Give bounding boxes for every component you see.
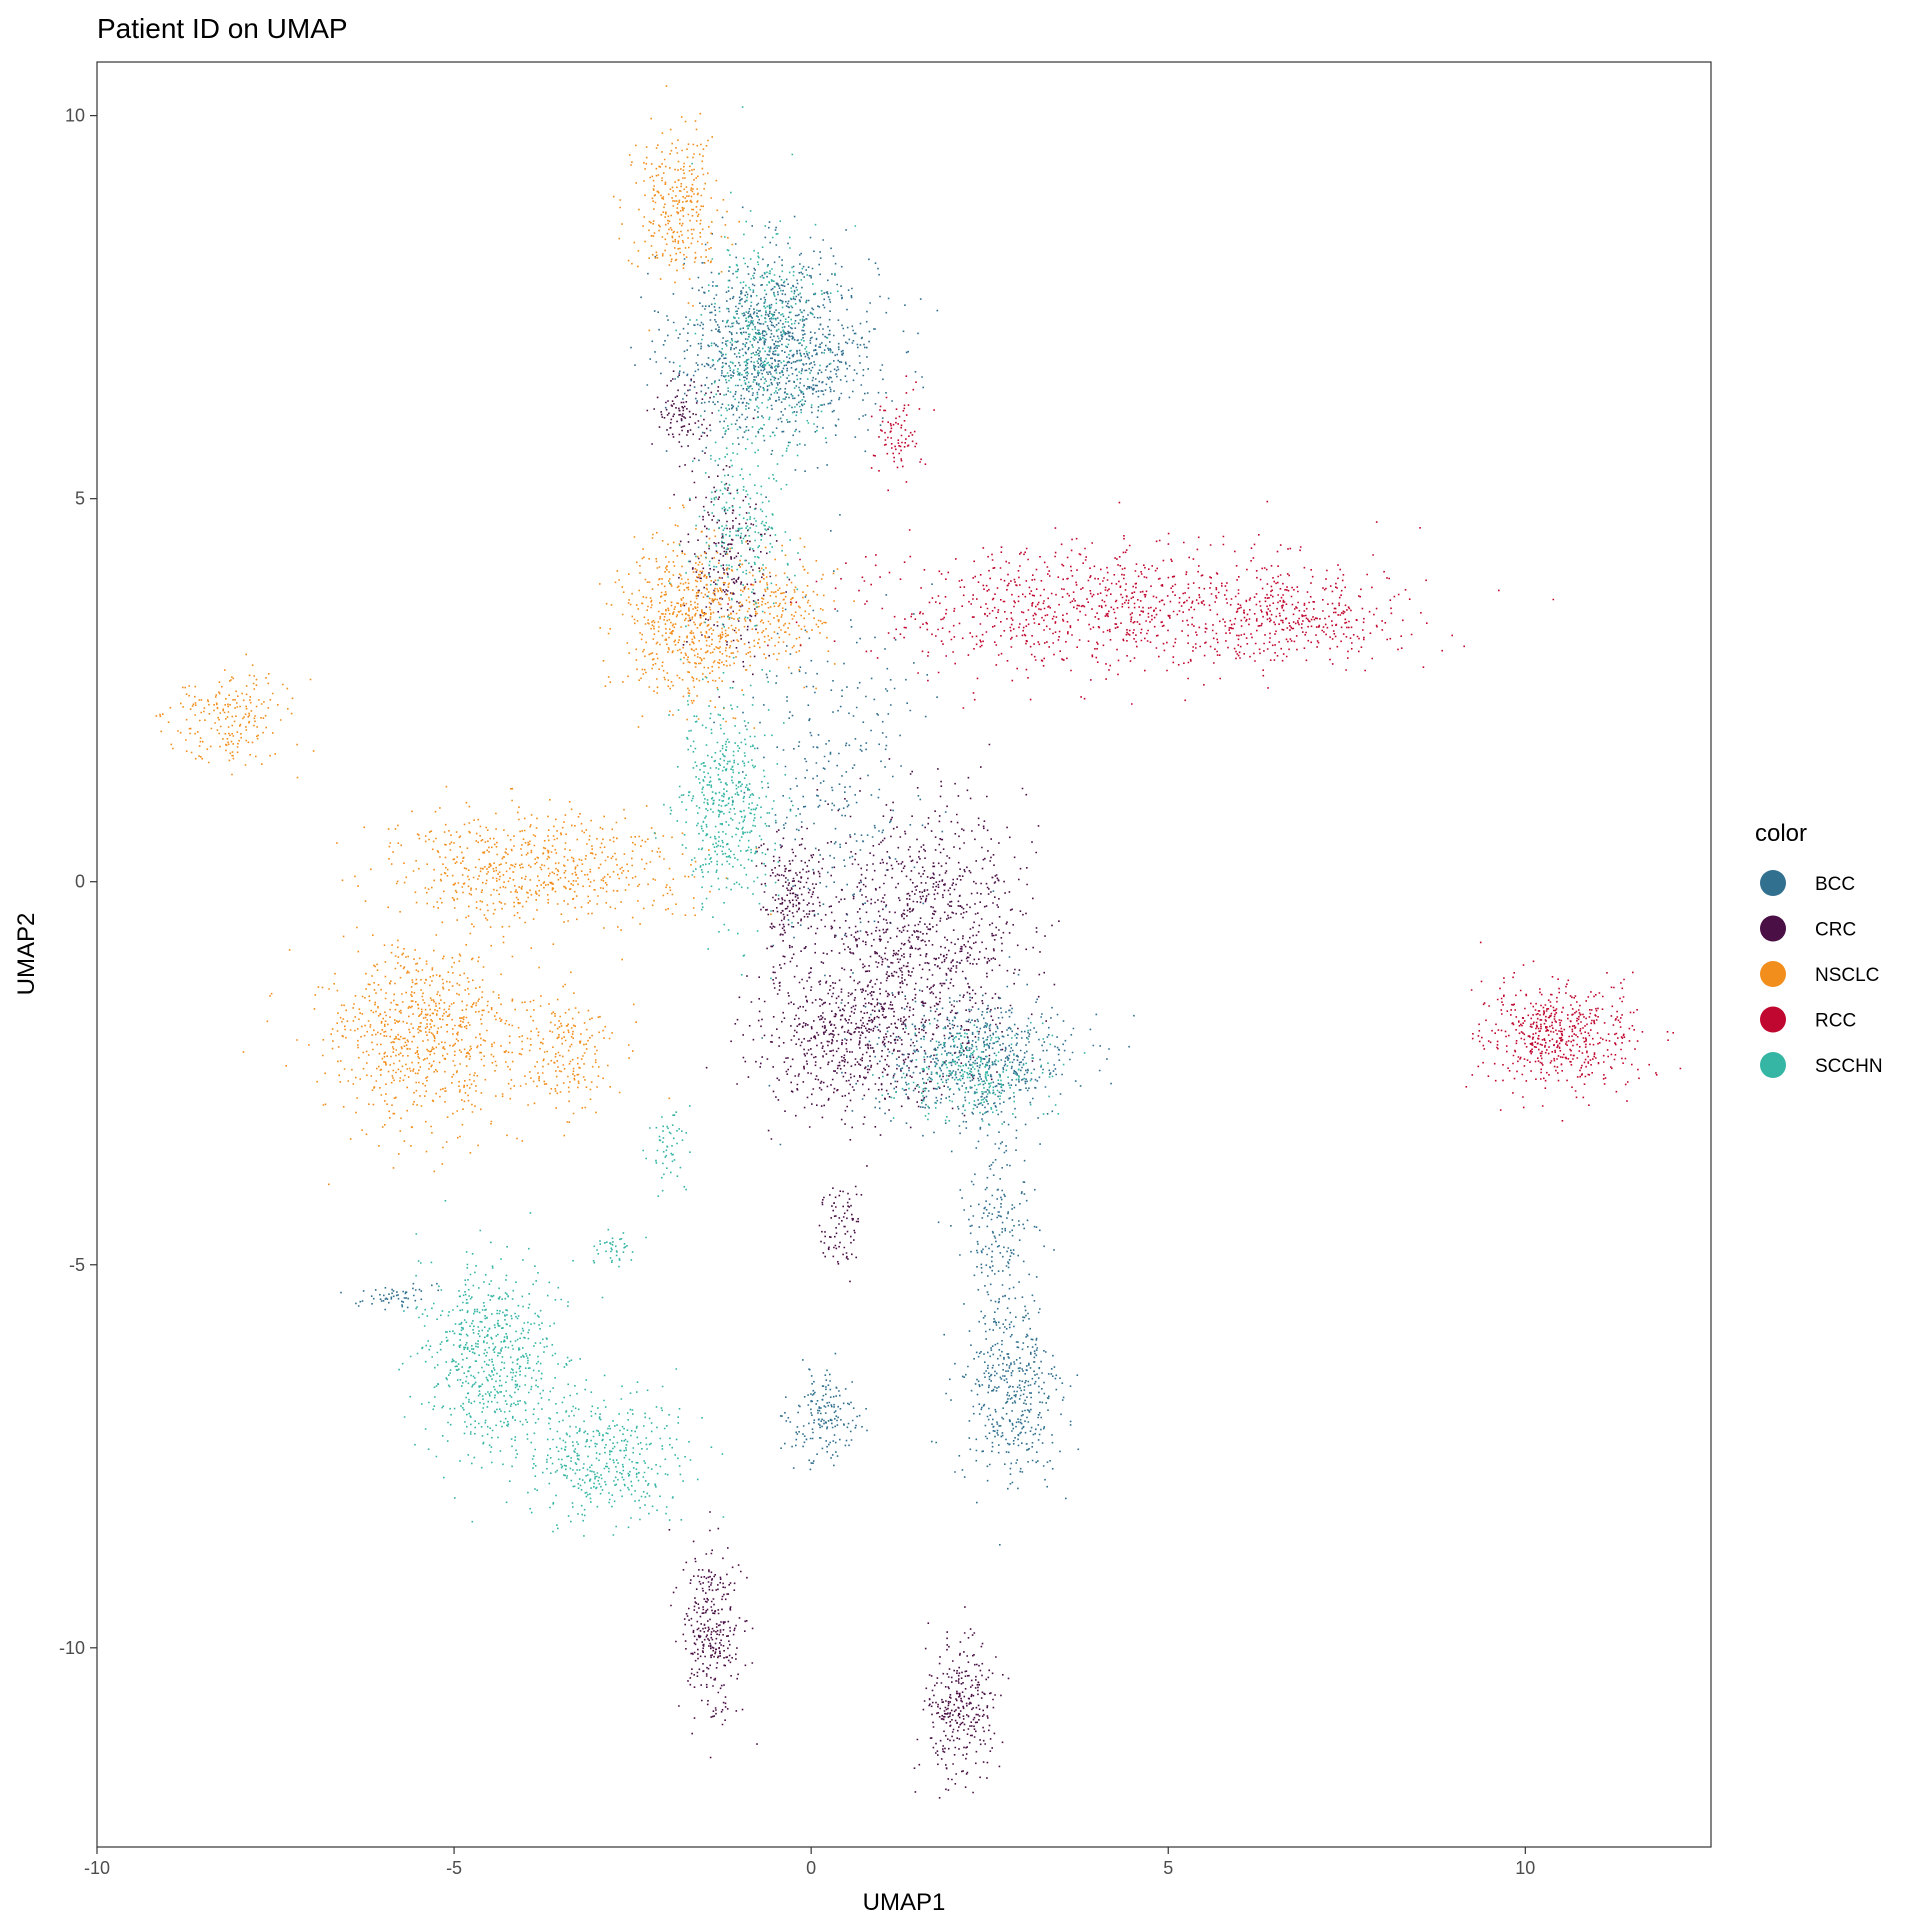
y-axis-ticks: -10 -5 0 5 10 (59, 106, 97, 1658)
point-cluster-scchn-6 (642, 1105, 691, 1197)
scatter-points (155, 85, 1682, 1799)
x-tick-label: 5 (1163, 1858, 1173, 1878)
point-cluster-scchn-7 (592, 1228, 647, 1268)
y-tick-label: -10 (59, 1638, 85, 1658)
x-axis-ticks: -10 -5 0 5 10 (84, 1847, 1535, 1878)
legend-label-nsclc: NSCLC (1815, 965, 1879, 986)
x-tick-label: -5 (446, 1858, 462, 1878)
legend-swatch-rcc (1760, 1006, 1786, 1033)
legend: BCC CRC NSCLC RCC SCCHN (1760, 870, 1883, 1078)
x-axis-label: UMAP1 (863, 1889, 946, 1916)
legend-label-rcc: RCC (1815, 1011, 1856, 1032)
y-tick-label: 5 (75, 489, 85, 509)
chart-title: Patient ID on UMAP (97, 13, 348, 44)
point-cluster-bcc-1 (630, 206, 939, 498)
legend-label-crc: CRC (1815, 920, 1856, 941)
y-axis-label: UMAP2 (13, 913, 40, 996)
legend-swatch-crc (1760, 915, 1786, 942)
legend-swatch-bcc (1760, 870, 1786, 896)
x-tick-label: 10 (1515, 1858, 1535, 1878)
point-cluster-bcc-4 (779, 1352, 868, 1471)
point-cluster-crc-6 (673, 417, 791, 698)
point-cluster-scchn-1 (653, 626, 797, 980)
y-tick-label: 10 (65, 106, 85, 126)
legend-title: color (1755, 820, 1807, 847)
point-cluster-nsclc-2 (599, 496, 822, 729)
point-cluster-crc-1 (779, 743, 1060, 1100)
point-cluster-crc-4 (913, 1606, 1010, 1799)
y-tick-label: -5 (69, 1255, 85, 1275)
legend-swatch-scchn (1760, 1052, 1786, 1078)
point-cluster-scchn-3 (398, 1200, 604, 1499)
x-tick-label: 0 (806, 1858, 816, 1878)
legend-swatch-nsclc (1760, 961, 1786, 987)
y-tick-label: 0 (75, 872, 85, 892)
point-cluster-nsclc-7 (725, 537, 855, 690)
x-tick-label: -10 (84, 1858, 110, 1878)
legend-label-scchn: SCCHN (1815, 1056, 1883, 1077)
legend-label-bcc: BCC (1815, 874, 1855, 895)
plot-border (96, 61, 1712, 1848)
